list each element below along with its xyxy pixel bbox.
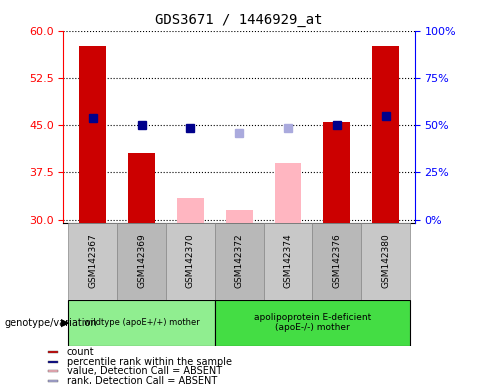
Bar xyxy=(68,223,117,300)
Text: GSM142376: GSM142376 xyxy=(332,234,341,288)
Bar xyxy=(372,46,399,223)
Text: genotype/variation: genotype/variation xyxy=(5,318,98,328)
Text: GSM142367: GSM142367 xyxy=(88,234,97,288)
Bar xyxy=(312,223,361,300)
Bar xyxy=(324,122,350,223)
Text: wildtype (apoE+/+) mother: wildtype (apoE+/+) mother xyxy=(83,318,200,327)
Title: GDS3671 / 1446929_at: GDS3671 / 1446929_at xyxy=(155,13,323,27)
Bar xyxy=(264,223,312,300)
Bar xyxy=(48,380,59,382)
Text: GSM142369: GSM142369 xyxy=(137,234,146,288)
Text: apolipoprotein E-deficient
(apoE-/-) mother: apolipoprotein E-deficient (apoE-/-) mot… xyxy=(254,313,371,332)
Bar xyxy=(80,46,106,223)
Bar xyxy=(361,223,410,300)
Text: GSM142380: GSM142380 xyxy=(381,234,390,288)
Bar xyxy=(166,223,215,300)
Bar xyxy=(68,300,215,346)
Bar xyxy=(215,223,264,300)
Text: rank, Detection Call = ABSENT: rank, Detection Call = ABSENT xyxy=(67,376,217,384)
Text: value, Detection Call = ABSENT: value, Detection Call = ABSENT xyxy=(67,366,222,376)
Text: percentile rank within the sample: percentile rank within the sample xyxy=(67,357,232,367)
Bar xyxy=(48,351,59,353)
Bar xyxy=(48,361,59,363)
Bar xyxy=(177,197,204,223)
Bar xyxy=(226,210,253,223)
Text: GSM142372: GSM142372 xyxy=(235,234,244,288)
Bar xyxy=(117,223,166,300)
Text: GSM142370: GSM142370 xyxy=(186,234,195,288)
Bar xyxy=(215,300,410,346)
Text: ▶: ▶ xyxy=(61,318,69,328)
Text: count: count xyxy=(67,347,95,357)
Text: GSM142374: GSM142374 xyxy=(284,234,292,288)
Bar xyxy=(48,370,59,372)
Bar xyxy=(275,163,302,223)
Bar xyxy=(128,154,155,223)
